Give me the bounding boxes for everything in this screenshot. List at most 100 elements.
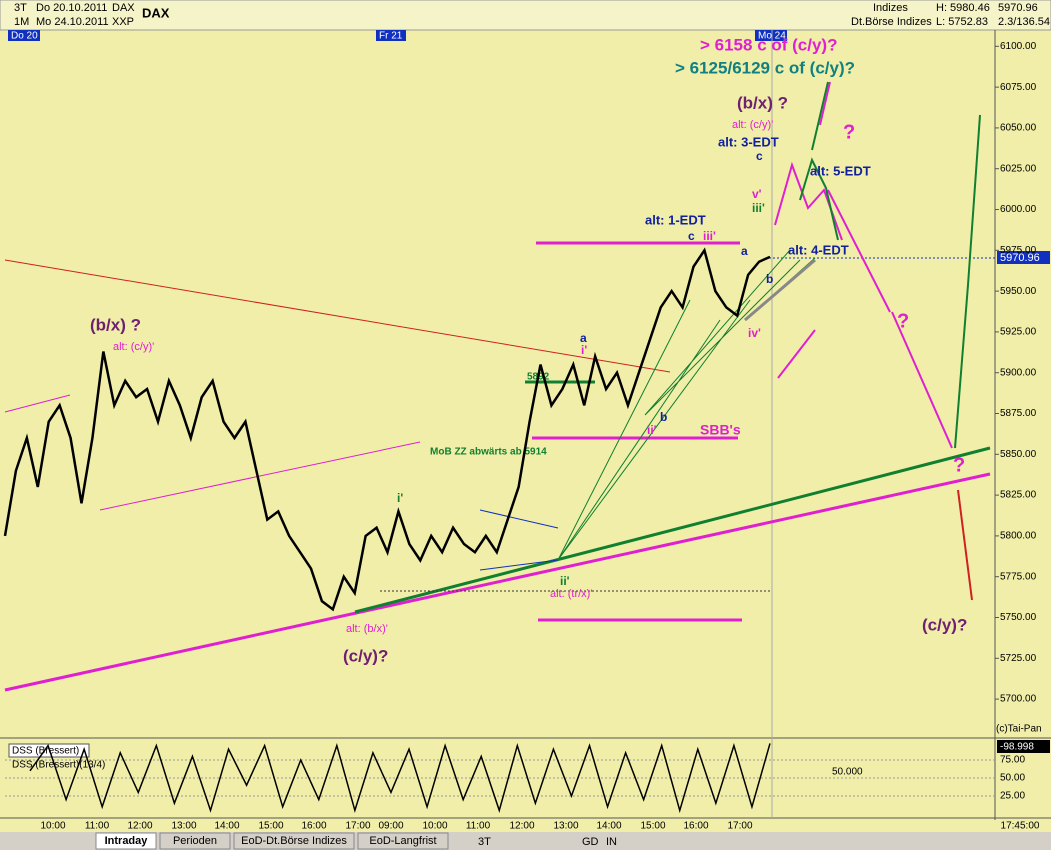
indicator-subtitle: DSS (Bressert)(13/4) bbox=[12, 760, 105, 771]
annotation: alt: 3-EDT bbox=[718, 134, 779, 149]
trend-line bbox=[479, 509, 559, 529]
low: L: 5752.83 bbox=[936, 16, 988, 28]
annotation: b bbox=[766, 272, 773, 286]
y-tick-label: 5775.00 bbox=[1000, 571, 1037, 582]
annotation: ? bbox=[897, 310, 909, 332]
annotation: a bbox=[580, 331, 587, 345]
annotation: (b/x) ? bbox=[90, 315, 141, 334]
annotation: iii' bbox=[703, 229, 716, 243]
tab[interactable] bbox=[95, 832, 157, 850]
annotation: ii' bbox=[647, 423, 657, 437]
x-tick-label: 11:00 bbox=[466, 821, 491, 832]
annotation: iv' bbox=[748, 326, 761, 340]
annotation: alt: 1-EDT bbox=[645, 212, 706, 227]
y-tick-label: 5800.00 bbox=[1000, 531, 1037, 542]
symbol: DAX bbox=[112, 2, 135, 14]
trend-line bbox=[4, 472, 991, 692]
annotation: c bbox=[688, 229, 695, 243]
tab-label[interactable]: Intraday bbox=[105, 835, 149, 847]
y-tick-label: 5900.00 bbox=[1000, 367, 1037, 378]
annotation: i' bbox=[581, 343, 587, 357]
arrows bbox=[799, 81, 981, 449]
toolbar-button[interactable]: IN bbox=[606, 836, 617, 848]
x-tick-label: 17:00 bbox=[727, 821, 752, 832]
annotation: ? bbox=[953, 454, 965, 476]
header-bar bbox=[0, 0, 1051, 31]
trend-line bbox=[4, 394, 71, 413]
x-tick-label: 11:00 bbox=[85, 821, 110, 832]
tab-label[interactable]: EoD-Langfrist bbox=[369, 835, 436, 847]
range: 1M bbox=[14, 16, 29, 28]
x-tick-label: 10:00 bbox=[40, 821, 65, 832]
y-tick-label: 5725.00 bbox=[1000, 653, 1037, 664]
day-marker-box bbox=[376, 30, 406, 41]
toolbar-button[interactable]: 3T bbox=[478, 836, 491, 848]
y-tick-label: 6075.00 bbox=[1000, 82, 1037, 93]
annotation: c bbox=[756, 149, 763, 163]
arrow bbox=[957, 489, 973, 601]
x-tick-label: 09:00 bbox=[378, 821, 403, 832]
x-tick-label: 13:00 bbox=[171, 821, 196, 832]
y-tick-label: 5875.00 bbox=[1000, 408, 1037, 419]
x-tick-label: 17:00 bbox=[345, 821, 370, 832]
y-tick-label: 6025.00 bbox=[1000, 163, 1037, 174]
y-tick-label: 6000.00 bbox=[1000, 204, 1037, 215]
change: 2.3/136.54 bbox=[998, 16, 1050, 28]
fan-lines bbox=[557, 249, 816, 561]
y-tick-label: 75.00 bbox=[1000, 755, 1025, 766]
annotation: (b/x) ? bbox=[737, 93, 788, 112]
y-tick-label: 6100.00 bbox=[1000, 41, 1037, 52]
annotation: alt: (c/y)' bbox=[732, 119, 773, 131]
y-tick-label: 50.00 bbox=[1000, 773, 1025, 784]
annotation: b bbox=[660, 410, 667, 424]
x-tick-label: 13:00 bbox=[553, 821, 578, 832]
indicator-value-box bbox=[997, 740, 1050, 753]
annotation: ? bbox=[843, 121, 855, 143]
tab[interactable] bbox=[357, 832, 449, 850]
price-line bbox=[3, 247, 771, 612]
annotation: alt: (b/x)' bbox=[346, 623, 388, 635]
x-tick-label: 14:00 bbox=[214, 821, 239, 832]
y-tick-label: 6050.00 bbox=[1000, 123, 1037, 134]
tab-label[interactable]: Perioden bbox=[173, 835, 217, 847]
day-marker-box bbox=[8, 30, 40, 41]
indicator-level: 50.000 bbox=[832, 767, 863, 778]
y-tick-label: 5750.00 bbox=[1000, 612, 1037, 623]
exchange: XXP bbox=[112, 16, 134, 28]
trend-line bbox=[479, 559, 559, 571]
date-from: Do 20.10.2011 bbox=[36, 2, 107, 14]
last-price-label: 5970.96 bbox=[1000, 252, 1040, 264]
tab[interactable] bbox=[233, 832, 355, 850]
annotation: SBB's bbox=[700, 422, 741, 438]
trend-line bbox=[4, 259, 671, 373]
annotation: (c/y)? bbox=[922, 615, 967, 634]
indicator-title: DSS (Bressert) bbox=[12, 746, 79, 757]
x-tick-label: 16:00 bbox=[683, 821, 708, 832]
tab-bar bbox=[0, 832, 1051, 850]
annotation: iii' bbox=[752, 201, 765, 215]
day-marker-box bbox=[755, 30, 787, 41]
annotation: > 6125/6129 c of (c/y)? bbox=[675, 58, 855, 77]
tab[interactable] bbox=[159, 832, 231, 850]
y-tick-label: 5850.00 bbox=[1000, 449, 1037, 460]
y-tick-label: 5975.00 bbox=[1000, 245, 1037, 256]
annotation: (c/y)? bbox=[343, 646, 388, 665]
x-tick-label: 15:00 bbox=[640, 821, 665, 832]
copyright: (c)Tai-Pan bbox=[996, 724, 1042, 735]
tab-label[interactable]: EoD-Dt.Börse Indizes bbox=[241, 835, 347, 847]
title: DAX bbox=[142, 5, 170, 20]
x-tick-label: 12:00 bbox=[509, 821, 534, 832]
annotation: > 6158 c of (c/y)? bbox=[700, 35, 837, 54]
x-tick-label: 14:00 bbox=[596, 821, 621, 832]
annotation: alt: (c/y)' bbox=[113, 341, 154, 353]
toolbar-button[interactable]: GD bbox=[582, 836, 599, 848]
arrows bbox=[774, 81, 953, 449]
y-tick-label: 5825.00 bbox=[1000, 490, 1037, 501]
indicator-value: -98.998 bbox=[1000, 742, 1034, 753]
annotation: alt: 5-EDT bbox=[810, 163, 871, 178]
trend-line bbox=[354, 446, 991, 614]
day-marker: Do 20 bbox=[11, 31, 38, 42]
annotation: a bbox=[741, 244, 748, 258]
group: Indizes bbox=[873, 2, 908, 14]
